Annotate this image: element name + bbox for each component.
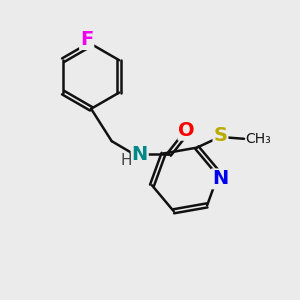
Text: N: N bbox=[212, 169, 228, 188]
Text: S: S bbox=[214, 126, 227, 145]
Text: H: H bbox=[121, 153, 132, 168]
Text: F: F bbox=[80, 30, 93, 49]
Text: CH₃: CH₃ bbox=[245, 132, 271, 146]
Text: N: N bbox=[132, 145, 148, 164]
Text: O: O bbox=[178, 121, 195, 140]
